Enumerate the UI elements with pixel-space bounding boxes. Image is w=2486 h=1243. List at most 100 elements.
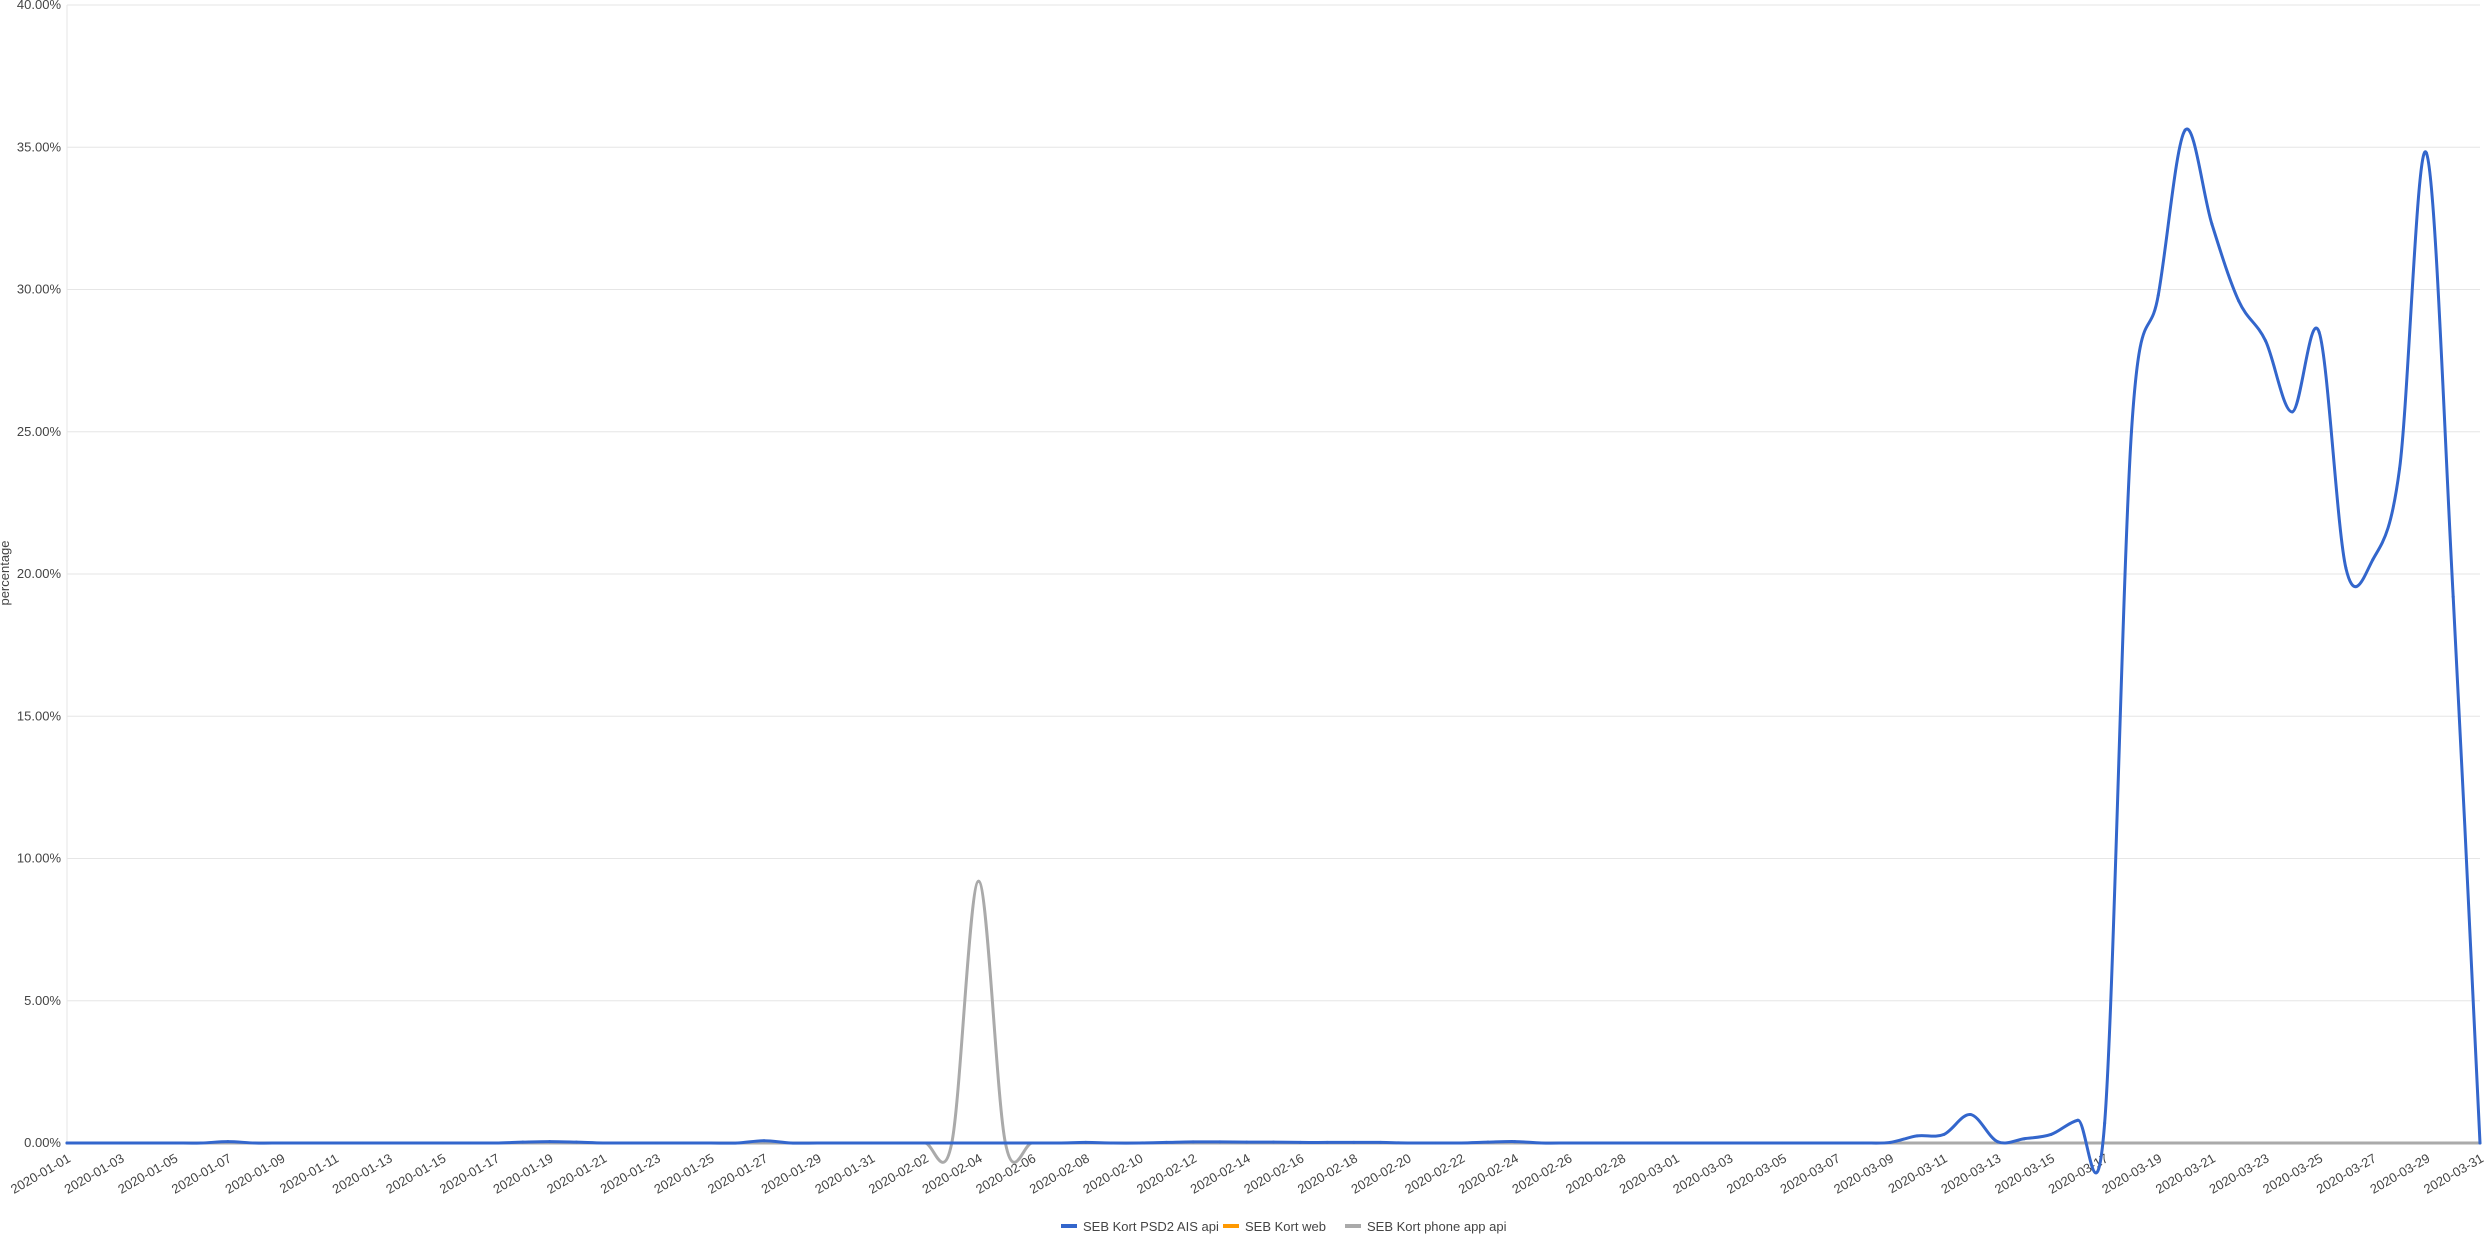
legend-item: SEB Kort phone app api <box>1345 1219 1507 1234</box>
data-point <box>1915 1134 1919 1138</box>
y-tick-label: 10.00% <box>17 851 62 866</box>
y-tick-label: 30.00% <box>17 282 62 297</box>
x-tick-label: 2020-02-10 <box>1080 1150 1145 1196</box>
x-tick-label: 2020-01-23 <box>598 1150 663 1196</box>
data-point <box>1593 1141 1597 1145</box>
data-point <box>199 1141 203 1145</box>
x-axis: 2020-01-012020-01-032020-01-052020-01-07… <box>8 1150 2486 1196</box>
data-point <box>682 1141 686 1145</box>
data-point <box>521 1140 525 1144</box>
x-tick-label: 2020-03-13 <box>1938 1150 2003 1196</box>
data-point <box>2183 1141 2187 1145</box>
data-point <box>65 1141 69 1145</box>
data-point <box>119 1141 123 1145</box>
data-point <box>1513 1140 1517 1144</box>
x-tick-label: 2020-01-07 <box>169 1150 234 1196</box>
legend-label: SEB Kort web <box>1245 1219 1326 1234</box>
data-point <box>1566 1141 1570 1145</box>
x-tick-label: 2020-02-16 <box>1241 1150 1306 1196</box>
x-tick-label: 2020-03-11 <box>1886 1150 1950 1196</box>
data-point <box>1486 1140 1490 1144</box>
series-2 <box>65 879 2482 1164</box>
series-line <box>65 127 2482 1175</box>
data-point <box>2210 222 2214 226</box>
data-point <box>923 1141 927 1145</box>
data-point <box>1781 1141 1785 1145</box>
data-point <box>1432 1141 1436 1145</box>
y-tick-label: 40.00% <box>17 0 62 12</box>
x-tick-label: 2020-03-31 <box>2421 1150 2486 1196</box>
x-tick-label: 2020-02-20 <box>1349 1150 1414 1196</box>
x-tick-label: 2020-02-06 <box>973 1150 1038 1196</box>
x-tick-label: 2020-03-23 <box>2206 1150 2271 1196</box>
data-point <box>2210 1141 2214 1145</box>
data-point <box>762 1141 766 1145</box>
data-point <box>2076 1141 2080 1145</box>
data-point <box>1111 1141 1115 1145</box>
data-point <box>226 1140 230 1144</box>
data-point <box>2022 1137 2026 1141</box>
x-tick-label: 2020-01-13 <box>330 1150 395 1196</box>
legend-item: SEB Kort PSD2 AIS api <box>1061 1219 1219 1234</box>
y-tick-label: 5.00% <box>24 993 61 1008</box>
y-axis: 0.00% 5.00% 10.00% 15.00% 20.00% 25.00% 30.00%… <box>17 0 62 1150</box>
data-point <box>1084 1140 1088 1144</box>
x-tick-label: 2020-01-05 <box>115 1150 180 1196</box>
data-point <box>2022 1141 2026 1145</box>
data-point <box>1700 1141 1704 1145</box>
data-point <box>762 1139 766 1143</box>
data-point <box>2451 595 2455 599</box>
data-point <box>1835 1141 1839 1145</box>
x-tick-label: 2020-02-14 <box>1188 1150 1253 1196</box>
grid <box>66 4 2480 1144</box>
data-point <box>1003 1141 1007 1145</box>
data-point <box>2424 1141 2428 1145</box>
data-point <box>1995 1140 1999 1144</box>
data-point <box>279 1141 283 1145</box>
data-point <box>2156 1141 2160 1145</box>
y-tick-label: 15.00% <box>17 708 62 723</box>
data-point <box>1218 1140 1222 1144</box>
data-point <box>2344 1141 2348 1145</box>
data-point <box>1379 1140 1383 1144</box>
data-point <box>2103 1121 2107 1125</box>
data-point <box>1969 1141 1973 1145</box>
x-tick-label: 2020-01-29 <box>759 1150 824 1196</box>
x-tick-label: 2020-03-29 <box>2367 1150 2432 1196</box>
data-point <box>1245 1140 1249 1144</box>
x-tick-label: 2020-02-04 <box>920 1150 985 1196</box>
x-tick-label: 2020-01-31 <box>812 1150 877 1196</box>
data-point <box>2451 1141 2455 1145</box>
data-point <box>2237 299 2241 303</box>
data-point <box>2371 1141 2375 1145</box>
data-point <box>2049 1141 2053 1145</box>
data-point <box>2371 558 2375 562</box>
data-point <box>1272 1140 1275 1144</box>
data-point <box>2237 1141 2241 1145</box>
data-point <box>977 1141 981 1145</box>
x-tick-label: 2020-02-22 <box>1402 1150 1467 1196</box>
data-point <box>172 1141 176 1145</box>
data-point <box>1942 1141 1946 1145</box>
x-tick-label: 2020-01-03 <box>62 1150 127 1196</box>
data-point <box>1459 1141 1463 1145</box>
x-tick-label: 2020-03-09 <box>1831 1150 1896 1196</box>
data-point <box>1406 1141 1410 1145</box>
data-point <box>1754 1141 1758 1145</box>
x-tick-label: 2020-03-25 <box>2260 1150 2325 1196</box>
data-point <box>360 1141 364 1145</box>
x-tick-label: 2020-03-15 <box>1992 1150 2057 1196</box>
x-tick-label: 2020-03-19 <box>2099 1150 2164 1196</box>
data-point <box>2290 1141 2294 1145</box>
data-point <box>601 1141 605 1145</box>
x-tick-label: 2020-02-08 <box>1027 1150 1092 1196</box>
data-point <box>789 1141 793 1145</box>
data-point <box>1727 1141 1731 1145</box>
data-point <box>2317 1141 2321 1145</box>
data-point <box>333 1141 337 1145</box>
x-tick-label: 2020-01-21 <box>544 1150 609 1196</box>
data-point <box>467 1141 471 1145</box>
data-point <box>869 1141 873 1145</box>
